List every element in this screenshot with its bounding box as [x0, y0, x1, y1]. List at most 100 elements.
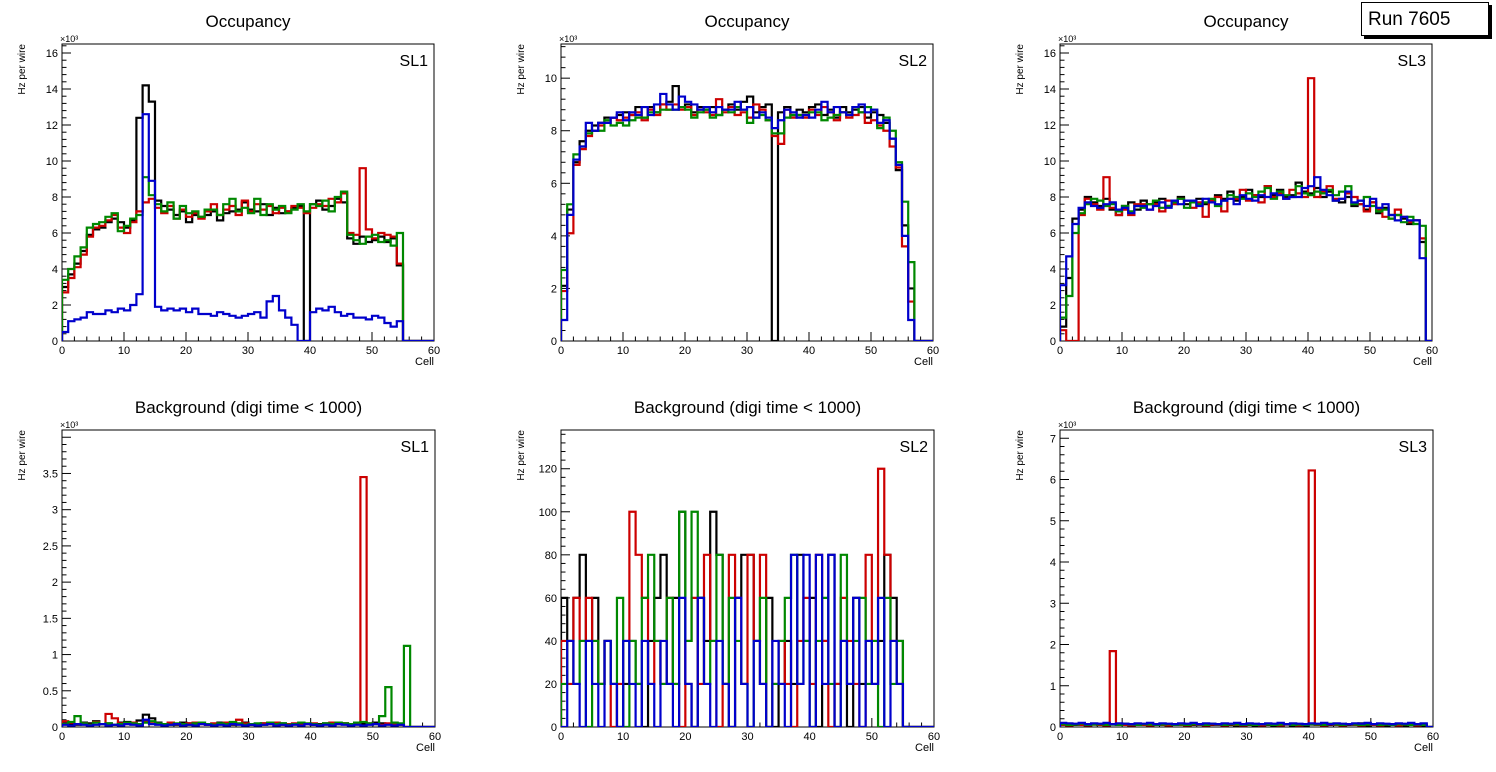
- y-tick-label: 5: [1050, 516, 1056, 528]
- x-tick-label: 0: [59, 345, 65, 357]
- x-axis-label: Cell: [915, 742, 934, 754]
- chart-title: Occupancy: [1203, 12, 1289, 31]
- y-tick-label: 4: [52, 264, 58, 276]
- x-tick-label: 30: [1240, 345, 1252, 357]
- x-tick-label: 20: [180, 731, 192, 743]
- y-tick-label: 12: [1044, 120, 1056, 132]
- y-tick-label: 1: [52, 650, 58, 662]
- x-axis-label: Cell: [914, 356, 933, 368]
- y-tick-label: 40: [545, 636, 557, 648]
- y-axis-label: Hz per wire: [1015, 430, 1026, 481]
- x-tick-label: 50: [865, 345, 877, 357]
- x-tick-label: 0: [1057, 345, 1063, 357]
- x-tick-label: 10: [617, 345, 629, 357]
- x-tick-label: 20: [180, 345, 192, 357]
- axis-exponent-label: ×10³: [1058, 34, 1076, 44]
- y-tick-label: 0: [52, 722, 58, 734]
- x-tick-label: 40: [804, 731, 816, 743]
- y-tick-label: 6: [52, 228, 58, 240]
- x-tick-label: 40: [803, 345, 815, 357]
- x-tick-label: 60: [429, 731, 441, 743]
- x-tick-label: 60: [928, 731, 940, 743]
- y-tick-label: 3.5: [43, 468, 58, 480]
- x-tick-label: 50: [367, 731, 379, 743]
- x-tick-label: 50: [866, 731, 878, 743]
- superlayer-label: SL3: [1399, 439, 1428, 456]
- y-tick-label: 0: [551, 722, 557, 734]
- y-tick-label: 12: [46, 120, 58, 132]
- x-axis-label: Cell: [415, 356, 434, 368]
- x-tick-label: 20: [679, 731, 691, 743]
- chart-title: Occupancy: [205, 12, 291, 31]
- x-tick-label: 40: [1302, 345, 1314, 357]
- y-axis-label: Hz per wire: [1015, 44, 1026, 95]
- y-tick-label: 2: [52, 577, 58, 589]
- x-tick-label: 0: [558, 731, 564, 743]
- y-tick-label: 120: [539, 464, 557, 476]
- y-tick-label: 0.5: [43, 686, 58, 698]
- y-tick-label: 1.5: [43, 613, 58, 625]
- x-tick-label: 20: [1178, 345, 1190, 357]
- plot-frame: [560, 43, 934, 342]
- x-tick-label: 30: [1240, 731, 1252, 743]
- y-tick-label: 2: [551, 283, 557, 295]
- histogram-series-red: [1060, 469, 1433, 727]
- x-tick-label: 30: [741, 731, 753, 743]
- histogram-series-green: [62, 644, 435, 727]
- chart-panel-6: Background (digi time < 1000) SL3 ×10³ Hz p…: [1015, 398, 1439, 754]
- y-tick-label: 4: [1050, 557, 1056, 569]
- superlayer-label: SL2: [900, 439, 929, 456]
- x-tick-label: 0: [59, 731, 65, 743]
- x-tick-label: 40: [305, 731, 317, 743]
- x-tick-label: 10: [118, 345, 130, 357]
- y-tick-label: 4: [1050, 264, 1056, 276]
- chart-title: Background (digi time < 1000): [1133, 398, 1360, 417]
- x-tick-label: 40: [1303, 731, 1315, 743]
- y-tick-label: 10: [1044, 156, 1056, 168]
- y-tick-label: 0: [52, 336, 58, 348]
- y-tick-label: 2: [52, 300, 58, 312]
- run-number-label: Run 7605: [1361, 2, 1489, 36]
- x-tick-label: 30: [242, 731, 254, 743]
- y-tick-label: 10: [46, 156, 58, 168]
- y-tick-label: 16: [1044, 48, 1056, 60]
- histogram-series-blue: [1060, 721, 1433, 727]
- y-axis-label: Hz per wire: [516, 430, 527, 481]
- chart-title: Occupancy: [704, 12, 790, 31]
- y-tick-label: 0: [1050, 336, 1056, 348]
- y-tick-label: 3: [1050, 598, 1056, 610]
- y-tick-label: 0: [551, 336, 557, 348]
- y-axis-label: Hz per wire: [17, 430, 28, 481]
- chart-title: Background (digi time < 1000): [135, 398, 362, 417]
- y-tick-label: 60: [545, 593, 557, 605]
- x-tick-label: 30: [741, 345, 753, 357]
- x-tick-label: 0: [558, 345, 564, 357]
- chart-panel-5: Background (digi time < 1000) SL2 Hz per w…: [516, 398, 940, 754]
- x-tick-label: 50: [366, 345, 378, 357]
- histogram-series-blue: [62, 718, 435, 727]
- y-tick-label: 8: [1050, 192, 1056, 204]
- x-tick-label: 0: [1057, 731, 1063, 743]
- x-tick-label: 60: [1426, 345, 1438, 357]
- x-tick-label: 40: [304, 345, 316, 357]
- x-axis-label: Cell: [1414, 742, 1433, 754]
- y-tick-label: 2: [1050, 300, 1056, 312]
- histogram-series-blue: [1060, 176, 1432, 341]
- y-tick-label: 0: [1050, 722, 1056, 734]
- y-tick-label: 2.5: [43, 541, 58, 553]
- y-axis-label: Hz per wire: [17, 44, 28, 95]
- y-tick-label: 14: [1044, 84, 1056, 96]
- y-tick-label: 2: [1050, 640, 1056, 652]
- x-tick-label: 30: [242, 345, 254, 357]
- x-tick-label: 20: [1178, 731, 1190, 743]
- chart-panel-4: Background (digi time < 1000) SL1 ×10³ Hz p…: [17, 398, 441, 754]
- histogram-series-green: [62, 176, 434, 341]
- histogram-series-blue: [62, 113, 434, 341]
- y-tick-label: 7: [1050, 433, 1056, 445]
- y-tick-label: 1: [1050, 681, 1056, 693]
- axis-exponent-label: ×10³: [1058, 420, 1076, 430]
